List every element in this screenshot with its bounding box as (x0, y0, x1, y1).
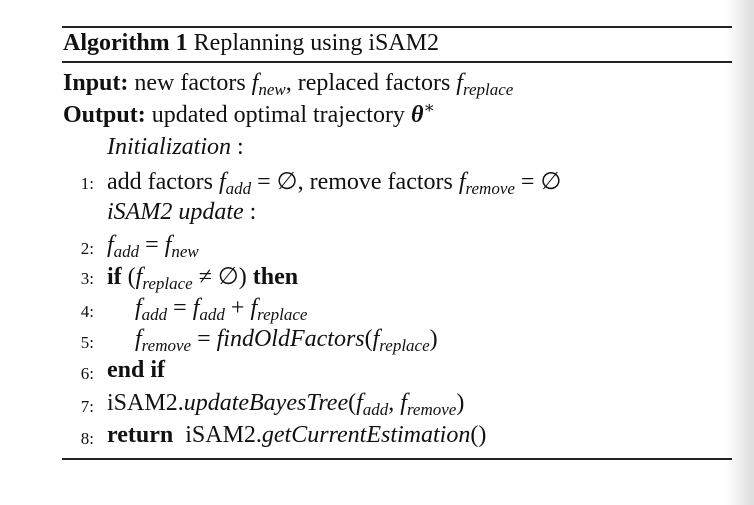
output-label: Output: (63, 102, 146, 128)
algorithm-line-6: end if (107, 357, 165, 384)
paren: ) (456, 390, 465, 416)
algorithm-line-5: fremove = findOldFactors(freplace) (135, 326, 438, 355)
page-edge-shadow (726, 0, 754, 505)
input-text: , replaced factors (285, 70, 451, 96)
math-plus: + (230, 295, 245, 321)
line-text: add factors (107, 169, 213, 195)
keyword-return: return (107, 422, 174, 448)
math-eq: = (145, 232, 159, 258)
math-f: f (218, 169, 226, 195)
algorithm-caption: Algorithm 1 Replanning using iSAM2 (63, 30, 439, 57)
line-number: 6: (80, 364, 94, 383)
math-f: f (250, 295, 258, 321)
math-f: f (372, 326, 380, 352)
algorithm-line-1: add factors fadd = ∅, remove factors fre… (107, 167, 562, 198)
line-number: 4: (80, 302, 94, 321)
algorithm-line-8: return iSAM2.getCurrentEstimation() (107, 422, 486, 449)
colon: : (249, 199, 257, 225)
keyword-end-if: end if (107, 357, 166, 383)
paren: () (470, 422, 487, 448)
math-f: f (164, 232, 172, 258)
math-theta: θ (410, 102, 424, 128)
section-initialization: Initialization : (107, 134, 244, 161)
input-line: Input: new factors fnew, replaced factor… (63, 70, 514, 99)
math-f: f (458, 169, 466, 195)
algorithm-title: Replanning using iSAM2 (193, 30, 439, 56)
math-f: f (135, 295, 142, 321)
superscript: ∗ (423, 98, 435, 117)
subscript: replace (142, 274, 193, 293)
subscript: add (141, 305, 168, 324)
section-update: iSAM2 update : (107, 199, 256, 226)
math-f: f (107, 232, 114, 258)
math-f: f (456, 70, 463, 96)
keyword-then: then (252, 264, 299, 290)
subscript: add (113, 242, 140, 261)
subscript: new (258, 80, 286, 99)
subscript: replace (462, 80, 514, 99)
math-f: f (135, 326, 142, 352)
algorithm-line-3: if (freplace ≠ ∅) then (107, 262, 299, 293)
subscript: add (199, 305, 225, 324)
output-line: Output: updated optimal trajectory θ∗ (63, 99, 435, 129)
subscript: new (171, 242, 199, 261)
math-f: f (356, 390, 363, 416)
caption-rule (62, 61, 732, 63)
math-f: f (192, 295, 200, 321)
subscript: replace (379, 336, 430, 355)
empty-set: ∅ (276, 169, 298, 195)
input-label: Input: (63, 70, 129, 96)
math-eq: = (257, 169, 271, 195)
section-title: Initialization (107, 134, 232, 160)
paren: ( (364, 326, 373, 352)
line-number: 5: (80, 333, 94, 352)
subscript: add (225, 179, 252, 198)
comma: , (388, 390, 395, 416)
output-text: updated optimal trajectory (151, 102, 405, 128)
bottom-rule (62, 458, 732, 460)
object-name: iSAM2. (185, 422, 262, 448)
line-number: 3: (80, 269, 94, 288)
subscript: remove (406, 400, 457, 419)
empty-set: ∅ (217, 264, 239, 290)
algorithm-line-7: iSAM2.updateBayesTree(fadd, fremove) (107, 390, 465, 419)
function-name: updateBayesTree (183, 390, 349, 416)
algorithm-line-2: fadd = fnew (107, 232, 199, 261)
input-text: new factors (134, 70, 246, 96)
keyword-if: if (107, 264, 122, 290)
subscript: replace (257, 305, 308, 324)
subscript: remove (141, 336, 192, 355)
function-name: findOldFactors (216, 326, 365, 352)
math-f: f (251, 70, 259, 96)
object-name: iSAM2. (107, 390, 184, 416)
top-rule (62, 26, 732, 28)
section-title: iSAM2 update (107, 199, 244, 225)
line-number: 7: (80, 397, 94, 416)
algorithm-label: Algorithm 1 (63, 30, 188, 56)
subscript: add (362, 400, 389, 419)
subscript: remove (465, 179, 515, 198)
line-number: 1: (80, 174, 94, 193)
math-eq: = (197, 326, 211, 352)
paren: ( (348, 390, 357, 416)
math-neq: ≠ (198, 264, 212, 290)
paren: ) (238, 264, 247, 290)
paren: ( (127, 264, 136, 290)
function-name: getCurrentEstimation (261, 422, 471, 448)
colon: : (237, 134, 244, 160)
paren: ) (429, 326, 438, 352)
math-eq: = (173, 295, 187, 321)
empty-set: ∅ (540, 169, 562, 195)
algorithm-line-4: fadd = fadd + freplace (135, 295, 308, 324)
line-number: 2: (80, 239, 94, 258)
math-f: f (400, 390, 407, 416)
math-f: f (135, 264, 143, 290)
line-number: 8: (80, 429, 94, 448)
line-text: , remove factors (297, 169, 453, 195)
math-eq: = (520, 169, 535, 195)
